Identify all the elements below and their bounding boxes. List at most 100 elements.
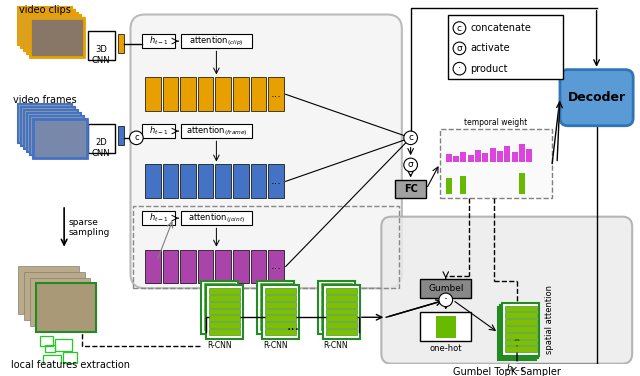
Bar — [265, 315, 296, 321]
Bar — [395, 180, 426, 198]
Bar — [198, 250, 214, 284]
Bar — [145, 164, 161, 198]
Bar — [180, 77, 196, 111]
Bar — [326, 288, 357, 294]
Bar — [250, 77, 266, 111]
Bar — [142, 211, 175, 225]
Bar — [502, 303, 540, 356]
Bar — [216, 77, 231, 111]
Bar — [506, 326, 536, 332]
Bar — [250, 250, 266, 284]
Bar — [43, 355, 61, 364]
Bar — [209, 295, 240, 301]
Bar — [204, 324, 235, 330]
Bar — [33, 119, 86, 158]
Bar — [503, 328, 534, 334]
FancyBboxPatch shape — [560, 70, 633, 126]
Bar — [501, 309, 532, 315]
Bar — [321, 317, 352, 323]
Text: $h_{t-1}$: $h_{t-1}$ — [149, 35, 169, 47]
Bar — [503, 321, 534, 327]
Bar — [526, 149, 532, 162]
Bar — [506, 306, 536, 311]
Bar — [323, 285, 360, 338]
Bar — [500, 305, 538, 358]
Bar — [265, 329, 296, 335]
Bar — [511, 152, 518, 162]
Bar — [142, 124, 175, 138]
Text: video frames: video frames — [13, 95, 76, 105]
Circle shape — [453, 22, 466, 34]
Bar — [260, 297, 292, 303]
Bar — [321, 290, 352, 296]
Bar — [204, 290, 235, 296]
Bar — [321, 324, 352, 330]
Circle shape — [129, 131, 143, 145]
Bar — [519, 144, 525, 162]
Bar — [260, 324, 292, 330]
Bar — [118, 34, 124, 53]
Bar — [201, 280, 238, 334]
Bar — [204, 284, 235, 289]
Bar — [460, 176, 467, 194]
Bar — [501, 316, 532, 322]
FancyBboxPatch shape — [131, 15, 402, 288]
Bar — [321, 304, 352, 309]
Bar — [519, 173, 525, 194]
Bar — [181, 34, 252, 49]
Text: spatial attention: spatial attention — [545, 285, 554, 354]
Bar — [483, 153, 488, 162]
Bar — [321, 297, 352, 303]
Bar — [133, 206, 399, 288]
Text: attention$_{(frame)}$: attention$_{(frame)}$ — [186, 124, 247, 138]
Bar — [233, 250, 248, 284]
Bar — [460, 152, 467, 162]
Bar — [503, 314, 534, 320]
Bar — [436, 316, 456, 338]
Bar — [36, 284, 97, 332]
Bar — [503, 348, 534, 354]
Bar — [118, 126, 124, 145]
Bar — [142, 34, 175, 49]
Bar — [260, 290, 292, 296]
Circle shape — [439, 293, 452, 306]
Bar — [326, 329, 357, 335]
Bar — [24, 272, 84, 320]
Bar — [209, 329, 240, 335]
Bar — [326, 322, 357, 328]
Circle shape — [404, 158, 417, 172]
Bar — [181, 211, 252, 225]
Bar — [45, 345, 55, 352]
Bar — [21, 10, 75, 49]
Bar — [198, 77, 214, 111]
Bar — [19, 105, 72, 143]
Bar — [453, 156, 459, 162]
Bar — [504, 146, 510, 162]
Text: σ: σ — [456, 44, 462, 53]
Text: c: c — [134, 133, 139, 143]
Bar — [326, 295, 357, 301]
Bar — [501, 323, 532, 329]
Bar — [420, 279, 471, 298]
Bar — [250, 164, 266, 198]
Text: FC: FC — [404, 184, 417, 194]
Text: attention$_{(clip)}$: attention$_{(clip)}$ — [189, 35, 244, 48]
Bar — [145, 77, 161, 111]
Bar — [501, 330, 532, 336]
Bar — [265, 309, 296, 314]
Bar — [198, 164, 214, 198]
Bar — [260, 311, 292, 316]
Bar — [27, 15, 81, 54]
Bar — [265, 302, 296, 308]
Bar — [30, 18, 84, 57]
Bar — [40, 336, 53, 346]
FancyBboxPatch shape — [381, 217, 632, 364]
Bar — [265, 322, 296, 328]
Bar — [326, 315, 357, 321]
Bar — [24, 110, 78, 149]
Text: 2D
CNN: 2D CNN — [92, 138, 111, 158]
Text: Gumbel: Gumbel — [428, 284, 463, 293]
Bar — [19, 7, 72, 45]
Bar — [180, 164, 196, 198]
Text: ...: ... — [271, 261, 282, 271]
